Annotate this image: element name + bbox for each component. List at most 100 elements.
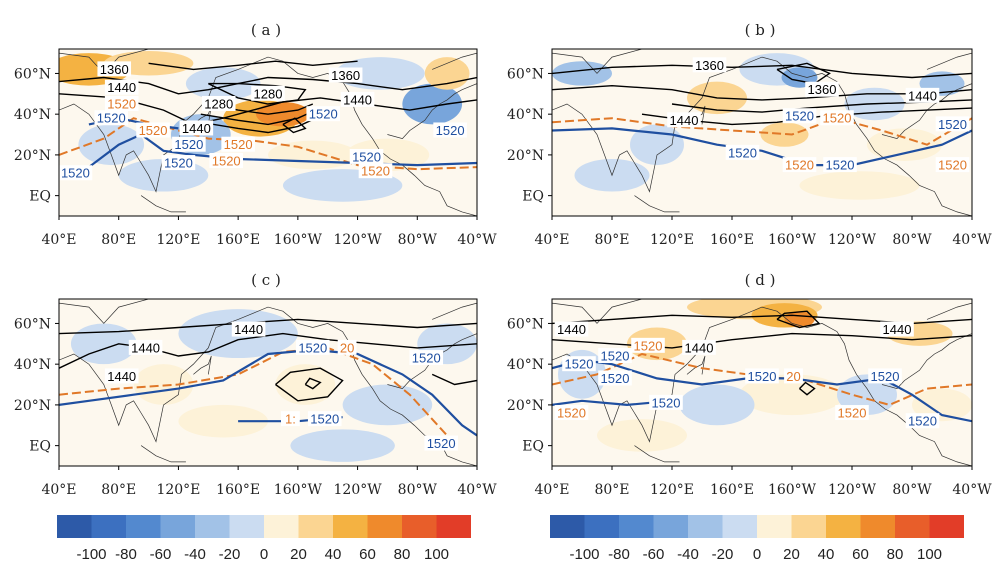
contour-label-bg	[409, 350, 444, 366]
colorbar-segment	[436, 515, 471, 538]
x-tick-label: 80°W	[892, 232, 932, 248]
colorbar-segment	[195, 515, 230, 538]
contour-label-bg	[868, 368, 902, 384]
contour-label: 1440	[234, 322, 263, 337]
colorbar-segment	[929, 515, 964, 538]
anomaly-shading-6	[290, 429, 395, 462]
contour-label-bg	[667, 112, 701, 128]
coastline-5	[432, 302, 477, 320]
coastline-4	[140, 445, 186, 463]
contour-label-bg	[179, 120, 214, 136]
y-tick-label: 40°N	[507, 357, 544, 373]
contour-label: 1520	[908, 414, 937, 429]
y-tick-label: 60°N	[507, 316, 544, 332]
colorbar-2: -100 -80 -60 -40 -20 0 20 40 60 80 100	[550, 515, 964, 563]
contour-label: 1520	[97, 111, 126, 126]
contour-label-bg	[782, 157, 817, 173]
x-tick-label: 120°E	[650, 482, 694, 498]
x-tick-label: 80°E	[101, 232, 136, 248]
contour-label: 1520	[748, 369, 777, 384]
contour-label-bg	[784, 368, 803, 384]
contour-label: 1520	[309, 107, 338, 122]
coastline-0	[552, 299, 643, 324]
height-contour-5	[200, 109, 317, 126]
coastline-2	[387, 83, 477, 139]
panel-frame	[58, 48, 478, 217]
panel-frame	[58, 298, 478, 467]
contour-label: 1520	[938, 158, 967, 173]
colorbar-tick-label: -100	[569, 546, 599, 563]
colorbar-tick-label: 80	[887, 546, 904, 563]
contour-label-bg	[820, 110, 854, 126]
colorbar-tick-label: 100	[424, 546, 449, 563]
contour-label-bg	[251, 85, 285, 101]
x-tick-label: 40°W	[952, 482, 992, 498]
colorbar-tick-label: 40	[325, 546, 342, 563]
anomaly-shading-4	[760, 122, 809, 147]
x-tick-label: 160°E	[710, 482, 754, 498]
contour-label: 1520	[212, 154, 241, 169]
anomaly-shading-0	[552, 61, 612, 86]
contour-label-bg	[280, 411, 300, 427]
x-tick-label: 40°W	[952, 232, 992, 248]
contour-label-bg	[306, 106, 341, 122]
colorbar-segment	[402, 515, 437, 538]
contour-label: 1520	[139, 123, 168, 138]
contour-label-bg	[136, 122, 170, 138]
height-contour-3	[799, 381, 816, 396]
colorbar-segment	[264, 515, 299, 538]
coastline-1	[59, 306, 477, 466]
height-contour-4	[776, 62, 831, 85]
y-tick-label: EQ	[522, 189, 544, 205]
x-tick-label: 80°E	[594, 232, 629, 248]
contour-label: 1360	[331, 68, 360, 83]
height-contour-3	[207, 82, 307, 105]
y-tick-label: 40°N	[507, 107, 544, 123]
colorbar-tick-label: 60	[852, 546, 869, 563]
colorbar-segment	[229, 515, 264, 538]
contour-label-bg	[562, 356, 596, 372]
colorbar-tick-label: 20	[783, 546, 800, 563]
contour-label-bg	[349, 148, 384, 164]
contour-label: 1440	[685, 340, 714, 355]
y-tick-label: 20°N	[14, 398, 51, 414]
panel-title: ( d )	[745, 271, 776, 289]
colorbar-segment	[91, 515, 126, 538]
contour-label-bg	[104, 79, 139, 95]
contour-label: 1520	[412, 351, 441, 366]
height-contour-2	[275, 367, 344, 402]
contour-label-bg	[631, 337, 665, 353]
x-tick-label: 80°W	[398, 232, 438, 248]
anomaly-shading-10	[597, 419, 687, 452]
contour-label: 1360	[695, 58, 724, 73]
contour-label: 1440	[107, 369, 136, 384]
x-tick-label: 160°W	[768, 482, 817, 498]
contour-label-bg	[725, 144, 760, 160]
contour-label-bg	[433, 122, 467, 138]
contour-label: 1520	[352, 149, 381, 164]
coastline-3	[193, 105, 212, 125]
panel-frame	[551, 48, 973, 217]
x-tick-label: 120°W	[828, 232, 877, 248]
contour-label-bg	[307, 411, 342, 427]
contour-label-bg	[295, 339, 330, 355]
contour-label: 1:	[285, 412, 296, 427]
anomaly-shading-10	[799, 171, 920, 200]
height-contour-1	[59, 332, 477, 369]
x-tick-label: 120°E	[650, 232, 694, 248]
colorbar-segment	[653, 515, 688, 538]
x-tick-label: 40°W	[457, 482, 497, 498]
colorbar-tick-label: 0	[753, 546, 761, 563]
y-tick-label: 60°N	[14, 316, 51, 332]
contour-label-bg	[905, 413, 940, 429]
contour-label-bg	[209, 153, 243, 169]
colorbar-segment	[722, 515, 757, 538]
contour-label: 1440	[107, 80, 136, 95]
y-tick-label: 20°N	[14, 148, 51, 164]
height-contour-2	[776, 310, 821, 329]
contour-label: 20	[786, 369, 800, 384]
contour-label-bg	[104, 368, 139, 384]
colorbar-segment	[688, 515, 723, 538]
anomaly-shading-7	[402, 83, 463, 125]
y-tick-label: 60°N	[507, 66, 544, 82]
